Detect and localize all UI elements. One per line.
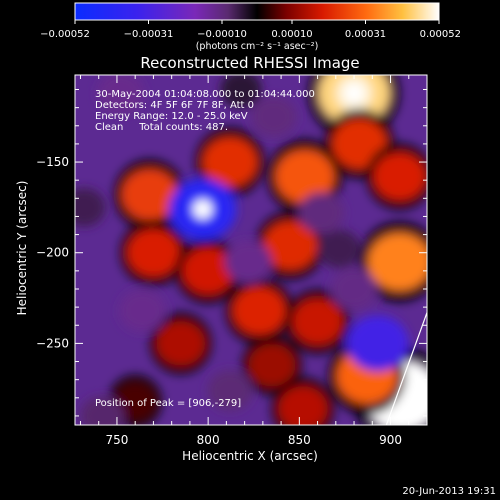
negative-source xyxy=(318,229,361,269)
positive-source xyxy=(121,169,178,221)
source-peak xyxy=(192,199,213,219)
positive-source xyxy=(202,137,258,187)
negative-source xyxy=(80,395,125,425)
x-tick-label: 850 xyxy=(288,433,311,447)
peak-position-label: Position of Peak = [906,-279] xyxy=(95,398,241,409)
colorbar-unit-label: (photons cm⁻² s⁻¹ asec⁻²) xyxy=(196,41,319,52)
colorbar-tick-label: 0.00052 xyxy=(420,29,461,40)
footer-timestamp: 20-Jun-2013 19:31 xyxy=(402,486,496,497)
x-tick-label: 900 xyxy=(379,433,402,447)
positive-source xyxy=(263,221,318,270)
plot-frame xyxy=(74,74,428,426)
negative-source xyxy=(75,188,106,227)
x-axis: 750 800 850 900 xyxy=(79,75,428,447)
y-tick-label: −200 xyxy=(36,246,69,260)
annotation-block: 30-May-2004 01:04:08.000 to 01:04:44.000… xyxy=(95,89,315,409)
y-axis: −150 −200 −250 xyxy=(36,89,427,417)
annotation-time: 30-May-2004 01:04:08.000 to 01:04:44.000 xyxy=(95,89,315,100)
negative-source xyxy=(220,75,262,109)
negative-source xyxy=(298,192,345,234)
positive-source xyxy=(248,343,296,387)
positive-source xyxy=(156,321,206,366)
positive-source xyxy=(275,149,335,204)
positive-source xyxy=(114,382,157,421)
colorbar-tick-label: −0.00010 xyxy=(197,29,247,40)
negative-source xyxy=(97,75,145,115)
plot-area xyxy=(74,74,428,426)
colorbar-tick-label: −0.00031 xyxy=(124,29,174,40)
negative-source xyxy=(346,315,409,372)
x-axis-label: Heliocentric X (arcsec) xyxy=(182,449,318,463)
negative-source xyxy=(224,240,272,284)
annotation-energy: Energy Range: 12.0 - 25.0 keV xyxy=(95,111,248,122)
negative-source xyxy=(207,370,253,411)
positive-source xyxy=(367,233,427,291)
positive-source xyxy=(182,247,234,295)
negative-source xyxy=(330,267,378,310)
positive-source xyxy=(292,298,343,345)
colorbar-tick-label: −0.00052 xyxy=(40,29,90,40)
annotation-counts: Clean Total counts: 487. xyxy=(95,122,228,133)
y-axis-label: Heliocentric Y (arcsec) xyxy=(15,181,29,316)
colorbar-gradient xyxy=(74,2,440,21)
x-tick-label: 750 xyxy=(105,433,128,447)
y-tick-label: −250 xyxy=(36,336,69,350)
colorbar-tick-label: 0.00031 xyxy=(345,29,386,40)
colorbar: −0.00052 −0.00031 −0.00010 0.00010 0.00031 0.… xyxy=(40,2,461,52)
positive-source xyxy=(373,152,426,201)
source-peak xyxy=(343,82,365,104)
x-tick-label: 800 xyxy=(197,433,220,447)
positive-source xyxy=(127,229,180,277)
positive-source xyxy=(232,286,286,335)
negative-source xyxy=(118,289,167,333)
solar-limb-line xyxy=(385,312,427,425)
negative-source xyxy=(250,96,297,138)
colorbar-tick-label: 0.00010 xyxy=(271,29,312,40)
colorbar-ticks: −0.00052 −0.00031 −0.00010 0.00010 0.00031 0.… xyxy=(40,20,461,40)
chart-title: Reconstructed RHESSI Image xyxy=(140,54,359,72)
intensity-map xyxy=(75,75,427,425)
annotation-detectors: Detectors: 4F 5F 6F 7F 8F, Att 0 xyxy=(95,100,254,111)
positive-source xyxy=(278,386,328,425)
y-tick-label: −150 xyxy=(36,155,69,169)
